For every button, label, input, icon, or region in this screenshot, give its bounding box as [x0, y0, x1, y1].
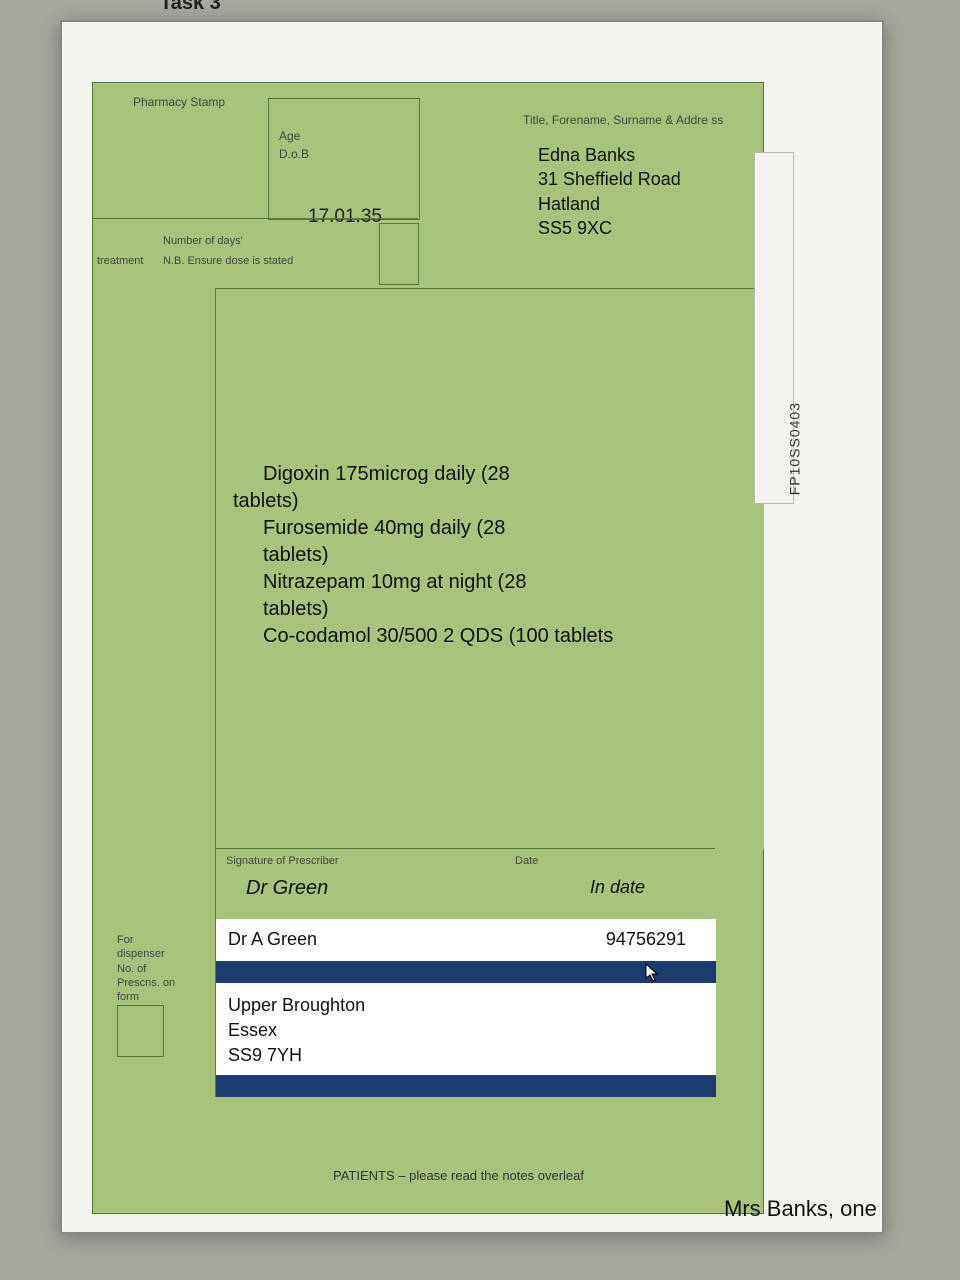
date-box: Date In date: [505, 848, 715, 920]
date-value: In date: [590, 877, 645, 898]
signature-label: Signature of Prescriber: [226, 855, 339, 867]
prescriber-block: Dr A Green 94756291 Upper Broughton Esse…: [215, 919, 716, 1097]
patient-addr1: 31 Sheffield Road: [538, 167, 681, 191]
prescription-form: Pharmacy Stamp Age D.o.B 17.01.35 Number…: [92, 82, 764, 1214]
form-code: FP10SS0403: [786, 402, 802, 495]
prescriber-postcode: SS9 7YH: [228, 1043, 704, 1068]
bottom-snippet: Mrs Banks, one: [724, 1196, 884, 1222]
num-days-line1: Number of days': [163, 235, 243, 247]
title-address-label: Title, Forename, Surname & Addre ss: [523, 113, 723, 127]
signature-value: Dr Green: [246, 877, 328, 900]
dob-label: D.o.B: [279, 147, 309, 161]
rx-line-2b: tablets): [263, 542, 753, 569]
tick-box: [379, 223, 419, 285]
treatment-label: treatment: [97, 255, 143, 267]
rx-line-3a: Nitrazepam 10mg at night (28: [263, 569, 753, 596]
prescriber-number: 94756291: [606, 929, 686, 950]
page-container: Pharmacy Stamp Age D.o.B 17.01.35 Number…: [60, 20, 884, 1234]
age-dob-box: Age D.o.B: [268, 98, 420, 220]
patient-addr2: Hatland: [538, 192, 681, 216]
prescription-text: Digoxin 175microg daily (28 tablets) Fur…: [233, 461, 753, 650]
pharmacy-stamp-label: Pharmacy Stamp: [133, 95, 225, 109]
prescriber-addr2: Essex: [228, 1018, 704, 1043]
patient-postcode: SS5 9XC: [538, 216, 681, 240]
dispenser-count-box: [117, 1005, 164, 1057]
prescriber-name-row: Dr A Green 94756291: [216, 919, 716, 961]
task-label: Task 3: [160, 0, 221, 15]
prescriber-addr1: Upper Broughton: [228, 993, 704, 1018]
dispenser-label: For dispenser No. of Prescns. on form: [117, 933, 207, 1004]
rx-line-1b: tablets): [233, 490, 299, 512]
age-label: Age: [279, 129, 300, 143]
rx-line-1a: Digoxin 175microg daily (28: [263, 461, 753, 488]
prescriber-address-row: Upper Broughton Essex SS9 7YH: [216, 983, 716, 1075]
rx-line-2a: Furosemide 40mg daily (28: [263, 515, 753, 542]
rx-line-4: Co-codamol 30/500 2 QDS (100 tablets: [263, 623, 753, 650]
blue-divider-2: [216, 1075, 716, 1097]
rx-line-3b: tablets): [263, 596, 753, 623]
date-label: Date: [515, 855, 538, 867]
signature-box: Signature of Prescriber Dr Green: [215, 848, 507, 920]
patient-name: Edna Banks: [538, 143, 681, 167]
prescriber-name: Dr A Green: [228, 929, 317, 949]
num-days-box: Number of days' treatment N.B. Ensure do…: [93, 218, 418, 289]
patient-block: Edna Banks 31 Sheffield Road Hatland SS5…: [538, 143, 681, 240]
num-days-line2: N.B. Ensure dose is stated: [163, 255, 293, 267]
footer-note: PATIENTS – please read the notes overlea…: [333, 1168, 584, 1183]
blue-divider-1: [216, 961, 716, 983]
